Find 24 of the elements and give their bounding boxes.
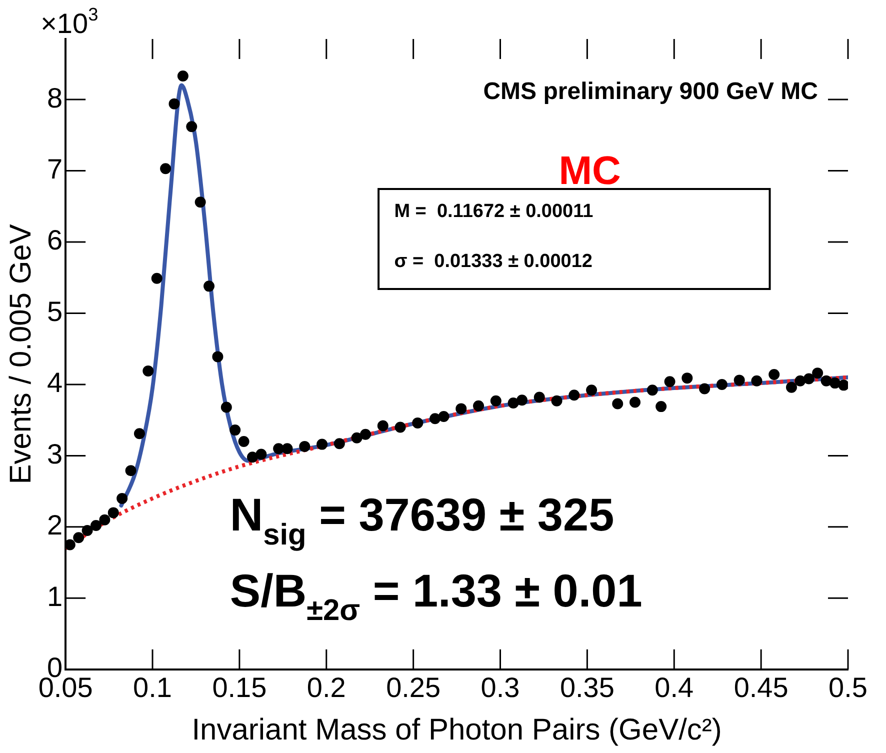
annotation: σ = 0.01333 ± 0.00012 bbox=[394, 251, 592, 272]
annotation: MC bbox=[558, 149, 621, 193]
x-tick-label: 0.25 bbox=[386, 672, 441, 703]
x-tick-label: 0.35 bbox=[560, 672, 614, 703]
x-tick-label: 0.15 bbox=[212, 672, 267, 703]
x-tick-label: 0.1 bbox=[133, 672, 172, 703]
annotation: CMS preliminary 900 GeV MC bbox=[483, 78, 818, 105]
y-tick-label: 3 bbox=[46, 438, 63, 470]
x-tick-label: 0.4 bbox=[654, 672, 694, 703]
x-tick-label: 0.45 bbox=[734, 672, 788, 703]
x-tick-label: 0.2 bbox=[306, 672, 346, 703]
y-axis-title: Events / 0.005 GeV bbox=[4, 224, 38, 484]
y-tick-label: 1 bbox=[46, 580, 63, 612]
line-series bbox=[66, 375, 848, 550]
x-tick-label: 0.3 bbox=[480, 672, 520, 703]
y-tick-label: 8 bbox=[46, 82, 63, 114]
y-tick-label: 2 bbox=[46, 510, 63, 541]
x-tick-label: 0.5 bbox=[828, 672, 868, 703]
y-tick-label: 4 bbox=[46, 367, 63, 398]
y-tick-label: 7 bbox=[46, 153, 63, 184]
y-tick-label: 6 bbox=[46, 224, 63, 256]
y-tick-label: 5 bbox=[46, 296, 63, 327]
annotation: M = 0.11672 ± 0.00011 bbox=[394, 201, 594, 222]
x-axis-title: Invariant Mass of Photon Pairs (GeV/c²) bbox=[192, 713, 722, 746]
